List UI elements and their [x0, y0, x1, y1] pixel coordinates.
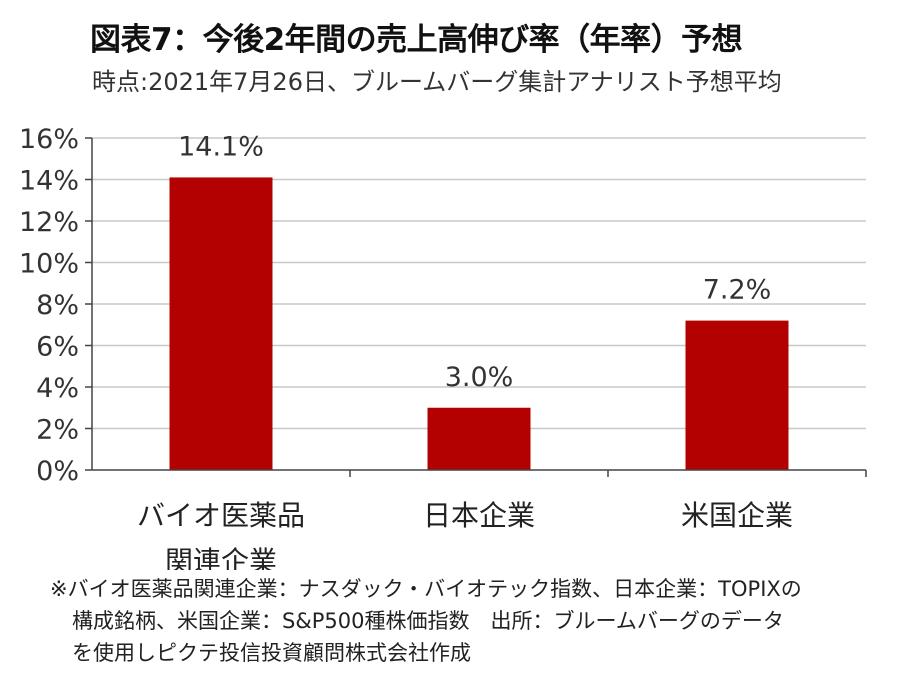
- data-label: 3.0%: [445, 362, 514, 393]
- data-label: 14.1%: [178, 131, 264, 162]
- footnote-line-2: 構成銘柄、米国企業：S&P500種株価指数 出所：ブルームバーグのデータ: [72, 609, 784, 633]
- footnote-line-3: を使用しピクテ投信投資顧問株式会社作成: [72, 641, 471, 665]
- y-tick-label: 16%: [19, 124, 79, 155]
- bar: [427, 407, 531, 470]
- y-tick-label: 6%: [36, 332, 79, 363]
- footnote-line-1: ※バイオ医薬品関連企業：ナスダック・バイオテック指数、日本企業：TOPIXの: [50, 577, 802, 601]
- bar: [685, 320, 789, 470]
- footnote: ※バイオ医薬品関連企業：ナスダック・バイオテック指数、日本企業：TOPIXの 構…: [50, 573, 910, 669]
- bar: [169, 177, 273, 471]
- y-tick-label: 4%: [36, 373, 79, 404]
- chart-subtitle: 時点:2021年7月26日、ブルームバーグ集計アナリスト予想平均: [92, 68, 782, 96]
- y-tick-label: 8%: [36, 290, 79, 321]
- x-axis: バイオ医薬品関連企業 日本企業 米国企業: [92, 469, 867, 570]
- bar-chart: 0% 2% 4% 6% 8% 10% 12% 14% 16% 14.1% 3.0% 7.2% バイオ…: [19, 124, 867, 570]
- x-category-label: 日本企業: [423, 499, 535, 532]
- y-tick-label: 10%: [19, 249, 79, 280]
- data-labels: 14.1% 3.0% 7.2%: [178, 131, 771, 392]
- data-label: 7.2%: [703, 275, 772, 306]
- y-tick-label: 14%: [19, 166, 79, 197]
- chart-title: 図表7：今後2年間の売上高伸び率（年率）予想: [90, 22, 743, 58]
- x-category-label: 関連企業: [165, 545, 277, 570]
- x-category-label: バイオ医薬品: [137, 499, 305, 532]
- y-axis: 0% 2% 4% 6% 8% 10% 12% 14% 16%: [19, 124, 93, 487]
- y-tick-label: 12%: [19, 207, 79, 238]
- x-category-label: 米国企業: [681, 499, 793, 532]
- y-tick-label: 0%: [36, 456, 79, 487]
- bars: [169, 177, 789, 471]
- y-tick-label: 2%: [36, 415, 79, 446]
